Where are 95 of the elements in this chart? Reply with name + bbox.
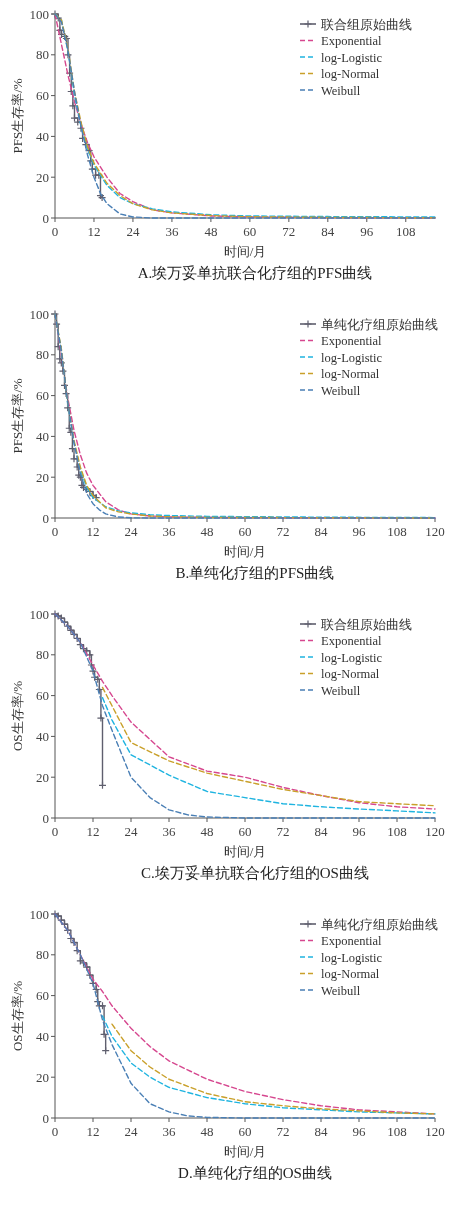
x-tick-label: 24 — [124, 824, 138, 839]
y-tick-label: 60 — [36, 388, 49, 404]
x-tick-label: 72 — [276, 524, 290, 539]
x-tick-label: 120 — [425, 824, 445, 839]
x-axis-title: 时间/月 — [223, 544, 267, 559]
legend-label: Exponential — [321, 334, 382, 348]
legend-label: log-Logistic — [321, 350, 383, 365]
legend-label: log-Normal — [321, 367, 380, 381]
x-tick-label: 48 — [200, 524, 214, 539]
x-tick-label: 96 — [360, 224, 374, 239]
x-tick-label: 12 — [86, 824, 100, 839]
legend-label: Weibull — [321, 683, 361, 698]
x-axis-title: 时间/月 — [223, 844, 267, 859]
x-tick-label: 12 — [86, 524, 100, 539]
y-tick-label: 80 — [36, 47, 49, 63]
y-tick-label: 20 — [36, 1069, 49, 1085]
y-tick-label: 0 — [42, 810, 49, 826]
y-tick-label: 60 — [36, 988, 49, 1004]
x-tick-label: 60 — [238, 1124, 252, 1139]
y-tick-label: 20 — [36, 469, 49, 485]
x-tick-label: 84 — [314, 1124, 328, 1139]
x-tick-label: 84 — [314, 524, 328, 539]
legend-label: log-Normal — [321, 667, 380, 681]
x-tick-label: 36 — [162, 1124, 176, 1139]
x-tick-label: 36 — [162, 824, 176, 839]
y-tick-label: 80 — [36, 647, 49, 663]
legend-label: 联合组原始曲线 — [321, 617, 412, 632]
x-tick-label: 108 — [387, 1124, 407, 1139]
legend-label: Weibull — [321, 383, 361, 398]
legend-label: log-Normal — [321, 967, 380, 981]
y-tick-label: 20 — [36, 169, 49, 185]
y-axis-title: OS生存率/% — [10, 680, 25, 752]
x-tick-label: 48 — [204, 224, 218, 239]
y-tick-label: 0 — [42, 210, 49, 226]
y-tick-label: 40 — [36, 428, 49, 444]
x-tick-label: 84 — [314, 824, 328, 839]
x-axis-title: 时间/月 — [223, 244, 267, 259]
x-tick-label: 96 — [352, 524, 366, 539]
y-tick-label: 60 — [36, 688, 49, 704]
legend-label: 单纯化疗组原始曲线 — [321, 917, 438, 932]
legend-label: Exponential — [321, 934, 382, 948]
y-tick-label: 100 — [29, 306, 49, 322]
x-tick-label: 120 — [425, 1124, 445, 1139]
legend-label: Weibull — [321, 83, 361, 98]
x-tick-label: 36 — [162, 524, 176, 539]
legend-label: 单纯化疗组原始曲线 — [321, 317, 438, 332]
text: A.埃万妥单抗联合化疗组的PFS曲线 — [137, 265, 373, 281]
legend-label: log-Logistic — [321, 950, 383, 965]
y-tick-label: 100 — [29, 6, 49, 22]
text: C.埃万妥单抗联合化疗组的OS曲线 — [141, 865, 369, 881]
x-tick-label: 24 — [124, 524, 138, 539]
y-tick-label: 0 — [42, 1110, 49, 1126]
legend-label: log-Normal — [321, 67, 380, 81]
x-tick-label: 72 — [276, 1124, 290, 1139]
y-tick-label: 100 — [29, 606, 49, 622]
y-tick-label: 100 — [29, 906, 49, 922]
x-tick-label: 96 — [352, 824, 366, 839]
x-tick-label: 12 — [87, 224, 101, 239]
y-tick-label: 20 — [36, 769, 49, 785]
y-tick-label: 80 — [36, 947, 49, 963]
x-tick-label: 48 — [200, 824, 214, 839]
y-tick-label: 0 — [42, 510, 49, 526]
legend-label: Exponential — [321, 634, 382, 648]
y-tick-label: 80 — [36, 347, 49, 363]
x-tick-label: 24 — [124, 1124, 138, 1139]
text: D.单纯化疗组的OS曲线 — [178, 1165, 332, 1181]
x-tick-label: 60 — [238, 824, 252, 839]
x-tick-label: 36 — [165, 224, 179, 239]
x-tick-label: 120 — [425, 524, 445, 539]
legend-label: 联合组原始曲线 — [321, 17, 412, 32]
x-tick-label: 12 — [86, 1124, 100, 1139]
x-tick-label: 96 — [352, 1124, 366, 1139]
legend-label: log-Logistic — [321, 650, 383, 665]
legend-label: Exponential — [321, 34, 382, 48]
y-tick-label: 40 — [36, 1028, 49, 1044]
x-tick-label: 72 — [276, 824, 290, 839]
x-tick-label: 108 — [387, 824, 407, 839]
x-tick-label: 60 — [243, 224, 257, 239]
x-tick-label: 108 — [396, 224, 416, 239]
y-tick-label: 40 — [36, 128, 49, 144]
legend-label: Weibull — [321, 983, 361, 998]
y-tick-label: 40 — [36, 728, 49, 744]
x-tick-label: 60 — [238, 524, 252, 539]
x-tick-label: 84 — [321, 224, 335, 239]
x-tick-label: 48 — [200, 1124, 214, 1139]
x-tick-label: 108 — [387, 524, 407, 539]
x-tick-label: 72 — [282, 224, 296, 239]
y-axis-title: PFS生存率/% — [10, 78, 25, 154]
text: B.单纯化疗组的PFS曲线 — [175, 565, 335, 581]
y-axis-title: PFS生存率/% — [10, 378, 25, 454]
legend-label: log-Logistic — [321, 50, 383, 65]
y-tick-label: 60 — [36, 88, 49, 104]
x-axis-title: 时间/月 — [223, 1144, 267, 1159]
y-axis-title: OS生存率/% — [10, 980, 25, 1052]
x-tick-label: 24 — [126, 224, 140, 239]
